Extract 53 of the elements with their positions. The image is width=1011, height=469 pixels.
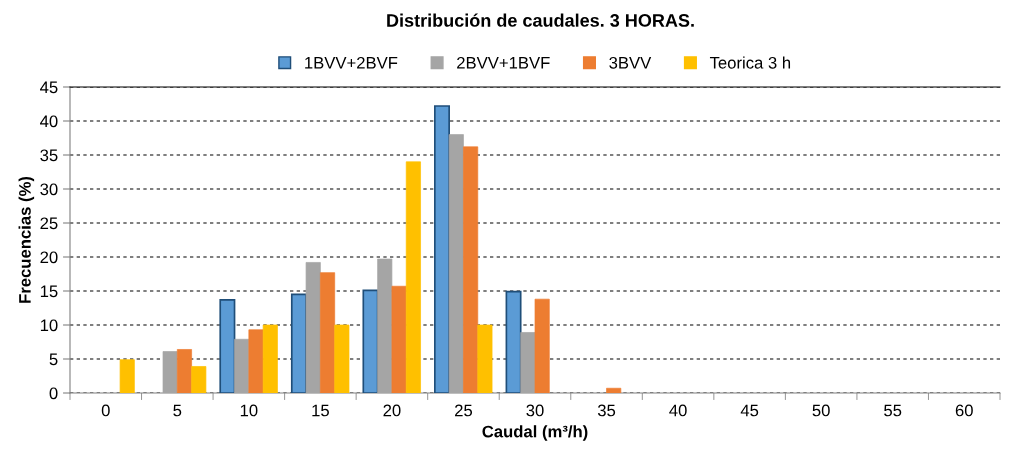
chart-title: Distribución de caudales. 3 HORAS. <box>387 13 694 27</box>
x-tick-label: 25 <box>455 404 473 417</box>
legend-label: 2BVV+1BVF <box>457 56 550 69</box>
bar <box>262 324 278 393</box>
y-tick-label: 35 <box>40 149 58 162</box>
y-tick-label: 25 <box>40 217 58 230</box>
y-tick-label: 30 <box>40 183 58 196</box>
x-tick-label: 55 <box>884 404 902 417</box>
x-tick-label: 35 <box>597 404 616 417</box>
y-tick-label: 10 <box>40 319 58 332</box>
bar <box>305 262 321 393</box>
x-tick-label: 15 <box>312 404 329 417</box>
x-tick-label: 0 <box>101 404 110 417</box>
bar <box>534 298 550 393</box>
legend-label: Teorica 3 h <box>709 56 791 69</box>
bar <box>162 351 178 393</box>
bar <box>477 324 493 393</box>
bar <box>334 324 350 393</box>
y-tick-label: 0 <box>49 387 58 400</box>
bar <box>176 349 192 393</box>
y-tick-label: 40 <box>40 115 58 128</box>
x-tick-label: 30 <box>526 404 544 417</box>
y-tick-label: 20 <box>40 251 58 264</box>
legend-label: 1BVV+2BVF <box>305 56 398 69</box>
x-axis-title: Caudal (m³/h) <box>482 425 588 441</box>
bar <box>463 146 479 393</box>
bar <box>191 366 207 393</box>
x-tick-label: 40 <box>669 404 687 417</box>
y-tick-label: 5 <box>49 353 58 366</box>
bar <box>219 299 236 393</box>
bar <box>505 290 522 393</box>
y-axis-title: Frecuencias (%) <box>18 176 35 303</box>
y-tick-label: 45 <box>40 81 58 94</box>
bar <box>377 258 393 393</box>
x-tick-label: 20 <box>383 404 401 417</box>
bar <box>391 285 407 393</box>
bar <box>606 387 622 393</box>
bar <box>520 332 536 393</box>
bar <box>234 338 250 393</box>
bar <box>362 289 379 393</box>
bar <box>320 272 336 393</box>
x-tick-label: 10 <box>240 404 258 417</box>
bar <box>248 329 264 393</box>
x-tick-label: 60 <box>955 404 973 417</box>
x-tick-label: 5 <box>173 404 182 417</box>
x-tick-label: 50 <box>812 404 830 417</box>
y-tick-label: 15 <box>40 285 58 298</box>
bar <box>448 134 464 393</box>
bar <box>405 161 421 393</box>
bar <box>119 359 135 393</box>
x-tick-label: 45 <box>740 404 759 417</box>
legend-label: 3BVV <box>609 56 652 69</box>
bar <box>434 105 450 393</box>
